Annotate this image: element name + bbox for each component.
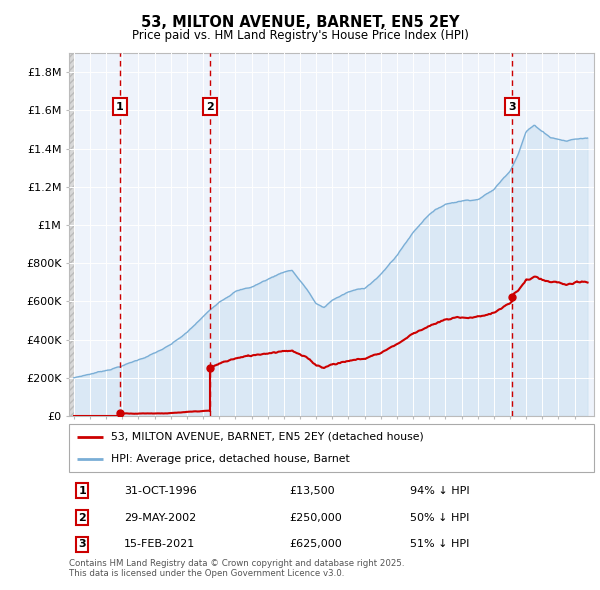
Text: £13,500: £13,500 <box>290 486 335 496</box>
Text: 1: 1 <box>78 486 86 496</box>
Text: 50% ↓ HPI: 50% ↓ HPI <box>410 513 470 523</box>
Text: 53, MILTON AVENUE, BARNET, EN5 2EY (detached house): 53, MILTON AVENUE, BARNET, EN5 2EY (deta… <box>111 432 424 442</box>
Text: 2: 2 <box>206 101 214 112</box>
Text: Contains HM Land Registry data © Crown copyright and database right 2025.
This d: Contains HM Land Registry data © Crown c… <box>69 559 404 578</box>
Text: £250,000: £250,000 <box>290 513 342 523</box>
Text: 2: 2 <box>78 513 86 523</box>
Text: 51% ↓ HPI: 51% ↓ HPI <box>410 539 470 549</box>
Text: 53, MILTON AVENUE, BARNET, EN5 2EY: 53, MILTON AVENUE, BARNET, EN5 2EY <box>141 15 459 30</box>
Text: 15-FEB-2021: 15-FEB-2021 <box>124 539 196 549</box>
Text: 1: 1 <box>116 101 124 112</box>
Text: Price paid vs. HM Land Registry's House Price Index (HPI): Price paid vs. HM Land Registry's House … <box>131 30 469 42</box>
Text: 94% ↓ HPI: 94% ↓ HPI <box>410 486 470 496</box>
Text: 3: 3 <box>508 101 516 112</box>
Text: HPI: Average price, detached house, Barnet: HPI: Average price, detached house, Barn… <box>111 454 350 464</box>
Bar <box>69 53 74 416</box>
Text: 3: 3 <box>79 539 86 549</box>
Text: 31-OCT-1996: 31-OCT-1996 <box>124 486 197 496</box>
FancyBboxPatch shape <box>69 424 594 472</box>
Text: 29-MAY-2002: 29-MAY-2002 <box>124 513 196 523</box>
Text: £625,000: £625,000 <box>290 539 342 549</box>
